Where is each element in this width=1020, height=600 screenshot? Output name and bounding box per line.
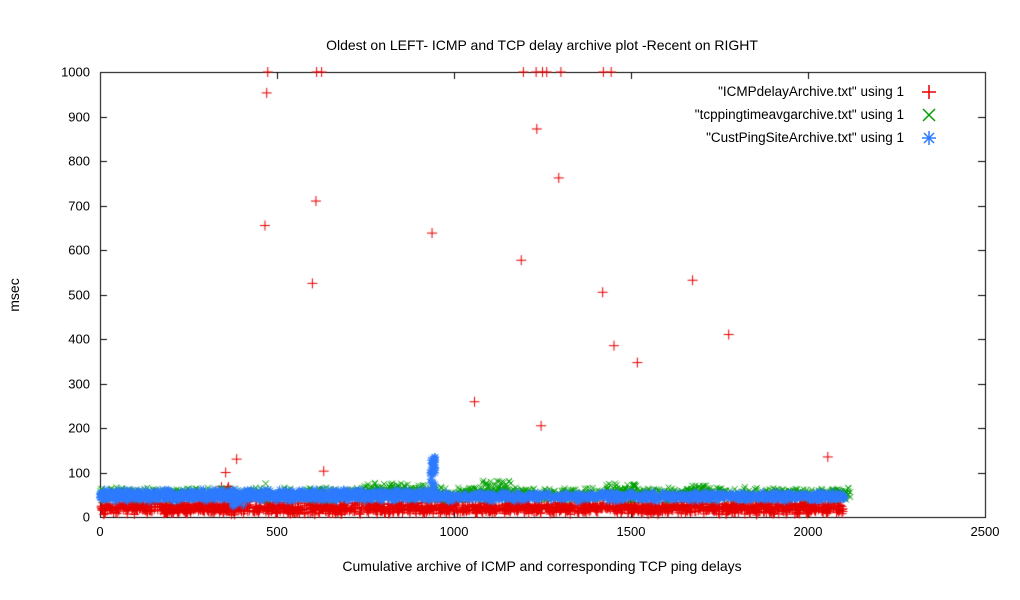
legend-label: "CustPingSiteArchive.txt" using 1: [706, 130, 904, 145]
x-marker-icon: [922, 107, 936, 122]
y-tick-label: 1000: [61, 64, 90, 80]
y-tick-label: 200: [68, 420, 90, 436]
chart-title: Oldest on LEFT- ICMP and TCP delay archi…: [326, 37, 758, 53]
y-tick-label: 300: [68, 376, 90, 391]
x-tick-label: 2000: [793, 524, 823, 539]
y-tick-label: 800: [68, 153, 90, 169]
x-tick-label: 0: [96, 524, 104, 539]
x-axis-label: Cumulative archive of ICMP and correspon…: [342, 558, 742, 574]
legend: "ICMPdelayArchive.txt" using 1 "tcppingti…: [695, 80, 940, 149]
y-tick-label: 0: [82, 509, 90, 525]
legend-item-0: "ICMPdelayArchive.txt" using 1: [695, 80, 940, 103]
legend-item-2: "CustPingSiteArchive.txt" using 1: [695, 126, 940, 149]
legend-item-1: "tcppingtimeavgarchive.txt" using 1: [695, 103, 940, 126]
x-tick-label: 1000: [439, 524, 469, 539]
x-tick-label: 1500: [616, 524, 646, 539]
y-tick-label: 700: [68, 198, 90, 213]
plus-marker-icon: [922, 84, 936, 99]
y-tick-label: 900: [68, 109, 90, 124]
x-tick-label: 2500: [970, 524, 1000, 539]
x-tick-label: 500: [266, 524, 288, 539]
y-tick-label: 100: [68, 465, 90, 480]
legend-label: "tcppingtimeavgarchive.txt" using 1: [694, 107, 904, 122]
y-tick-label: 500: [68, 287, 90, 302]
y-axis-label: msec: [6, 278, 22, 312]
y-tick-label: 600: [68, 242, 90, 258]
legend-label: "ICMPdelayArchive.txt" using 1: [718, 84, 904, 99]
y-tick-label: 400: [68, 331, 90, 347]
asterisk-marker-icon: [922, 130, 936, 145]
